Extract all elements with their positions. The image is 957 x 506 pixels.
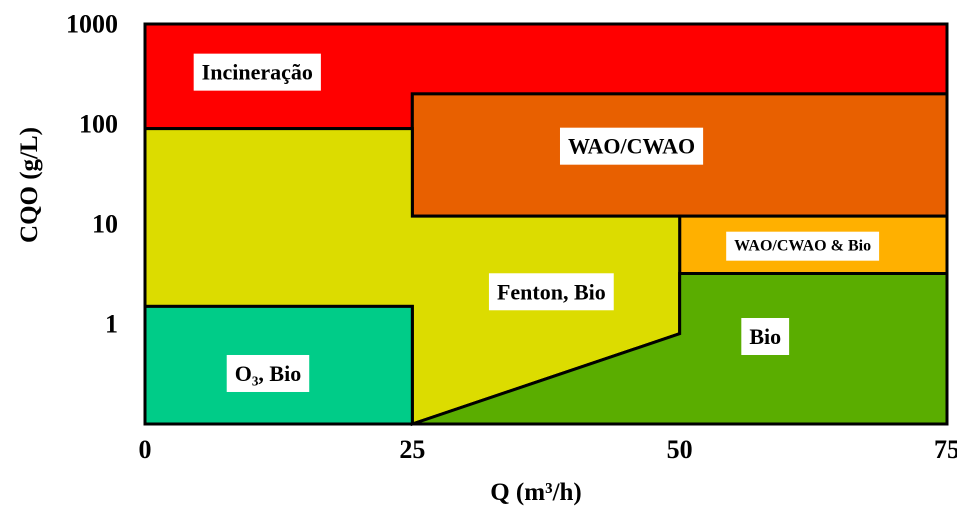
label-layer: Incineração WAO/CWAO WAO/CWAO & Bio Fenton,…: [193, 53, 880, 392]
region-label-box-incinerac-a-o: [193, 53, 321, 91]
x-axis-label: Q (m³/h): [490, 479, 582, 506]
x-tick-label: 25: [399, 435, 425, 464]
y-axis-label: CQO (g/L): [16, 127, 43, 243]
ticks-layer: 0 25 50 75 1000 100 10 1: [66, 10, 957, 465]
region-label-box-bio: [741, 317, 790, 355]
region-label-wao-cwao: WAO/CWAO: [568, 134, 695, 159]
region-label-o3-bio: O₃, Bio: [235, 361, 302, 386]
region-label-incinerac-a-o: Incineração: [202, 60, 313, 85]
region-label-box-wao-cwao-bio: [726, 231, 880, 261]
x-tick-label: 50: [667, 435, 693, 464]
x-tick-label: 75: [934, 435, 957, 464]
y-tick-label: 100: [79, 110, 118, 139]
region-label-fenton-bio: Fenton, Bio: [497, 279, 606, 304]
region-label-box-o3-bio: [226, 354, 310, 392]
region-label-wao-cwao-bio: WAO/CWAO & Bio: [734, 238, 871, 255]
y-tick-label: 1: [105, 310, 118, 339]
region-label-bio: Bio: [749, 324, 781, 349]
region-label-box-fenton-bio: [488, 273, 614, 311]
region-label-box-wao-cwao: [559, 127, 704, 165]
y-tick-label: 1000: [66, 10, 118, 39]
region-bio: [411, 271, 949, 426]
x-tick-label: 0: [139, 435, 152, 464]
y-tick-label: 10: [92, 210, 118, 239]
